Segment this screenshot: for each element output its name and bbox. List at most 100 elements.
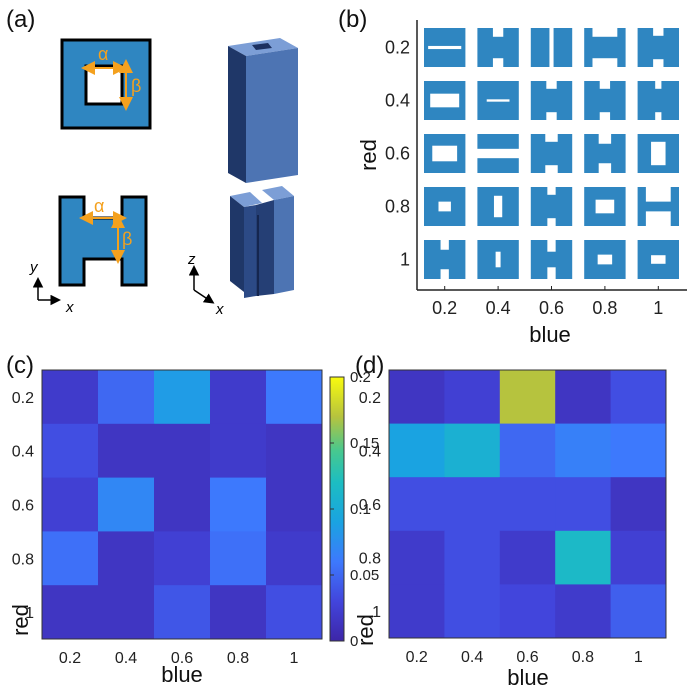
panel-c-ylabel: red bbox=[8, 604, 33, 636]
y-tick-label: 0.2 bbox=[12, 390, 34, 407]
heatmap-cell bbox=[444, 584, 501, 639]
heatmap-cell bbox=[98, 531, 155, 586]
x-tick-label: 0.8 bbox=[227, 650, 249, 667]
heatmap-cell bbox=[610, 423, 667, 478]
unit-cell-shape bbox=[530, 81, 573, 120]
unit-cell-shape bbox=[424, 28, 466, 67]
heatmap-cell bbox=[42, 531, 99, 586]
unit-cell-shape bbox=[530, 187, 573, 226]
heatmap-cell bbox=[266, 370, 323, 425]
heatmap-cell bbox=[499, 584, 556, 639]
heatmap-cell bbox=[444, 423, 501, 478]
y-tick-label: 1 bbox=[372, 604, 381, 621]
unit-cell-shape bbox=[477, 240, 519, 279]
unit-cell-shape bbox=[477, 187, 519, 226]
heatmap-cell bbox=[389, 584, 445, 639]
heatmap-cell bbox=[154, 423, 211, 479]
ring-unit-cell: α β bbox=[60, 38, 152, 130]
unit-cell-shape bbox=[584, 81, 626, 120]
panel-label-b: (b) bbox=[338, 6, 368, 33]
panel-c-xlabel: blue bbox=[161, 662, 203, 687]
unit-cell-shape bbox=[637, 240, 679, 279]
heatmap-cell bbox=[98, 477, 155, 532]
panel-b-xlabel: blue bbox=[529, 322, 571, 345]
heatmap-cell bbox=[499, 477, 556, 532]
heatmap-cell bbox=[210, 531, 267, 586]
unit-cell-shape bbox=[637, 187, 679, 226]
x-tick-label: 0.2 bbox=[432, 298, 457, 318]
heatmap-cell bbox=[444, 530, 501, 585]
unit-cell-shape bbox=[584, 134, 626, 173]
panel-d-xlabel: blue bbox=[507, 665, 549, 689]
unit-cell-shape bbox=[477, 28, 519, 67]
y-tick-label: 1 bbox=[400, 250, 410, 270]
panel-label-d: (d) bbox=[355, 352, 385, 379]
heatmap-cell bbox=[266, 585, 323, 640]
svg-text:x: x bbox=[215, 301, 224, 318]
y-tick-label: 0.8 bbox=[359, 551, 381, 568]
x-tick-label: 0.4 bbox=[486, 298, 511, 318]
y-tick-label: 0.6 bbox=[12, 498, 34, 515]
heatmap-cell bbox=[42, 477, 99, 532]
heatmap-cell bbox=[499, 370, 556, 425]
y-tick-label: 0.8 bbox=[385, 197, 410, 217]
heatmap-cell bbox=[499, 423, 556, 478]
unit-cell-shape bbox=[477, 134, 519, 173]
x-tick-label: 0.4 bbox=[461, 649, 483, 666]
alpha-label: α bbox=[98, 44, 108, 64]
heatmap-cell bbox=[555, 584, 612, 639]
unit-cell-shape bbox=[584, 28, 626, 67]
alpha-label-h: α bbox=[94, 196, 104, 216]
unit-cell-shape bbox=[530, 134, 573, 173]
y-tick-label: 0.4 bbox=[12, 444, 34, 461]
heatmap-cell bbox=[444, 477, 501, 532]
heatmap-cell bbox=[154, 477, 211, 532]
panel-d-heatmap: 0.2 0.4 0.6 0.8 1 0.2 0.4 0.6 0.8 1 blue red bbox=[353, 369, 667, 689]
x-tick-label: 0.8 bbox=[572, 649, 594, 666]
beta-label-h: β bbox=[122, 229, 132, 249]
x-tick-label: 1 bbox=[634, 649, 643, 666]
heatmap-cell bbox=[42, 370, 99, 425]
y-tick-label: 0.6 bbox=[359, 497, 381, 514]
heatmap-cell bbox=[154, 370, 211, 425]
y-tick-label: 0.4 bbox=[385, 91, 410, 111]
heatmap-cell bbox=[499, 530, 556, 585]
unit-cell-shape bbox=[637, 28, 679, 67]
heatmap-cell bbox=[444, 370, 501, 425]
heatmap-cell bbox=[610, 370, 667, 425]
heatmap-cell bbox=[266, 477, 323, 532]
panel-b-shape-grid: 0.2 0.4 0.6 0.8 1 0.2 0.4 0.6 0.8 1 blue red bbox=[356, 20, 687, 345]
unit-cell-grid bbox=[424, 28, 679, 279]
h-pillar-3d bbox=[230, 186, 294, 298]
y-tick-label: 0.8 bbox=[12, 551, 34, 568]
unit-cell-shape bbox=[424, 240, 466, 279]
unit-cell-shape bbox=[584, 240, 626, 279]
heatmap-cell bbox=[154, 585, 211, 640]
heatmap-cell bbox=[210, 477, 267, 532]
heatmap-cell bbox=[610, 530, 667, 585]
panel-label-a: (a) bbox=[6, 6, 36, 33]
colorbar-tick-label: 0 bbox=[350, 633, 358, 650]
unit-cell-shape bbox=[530, 28, 573, 67]
h-unit-cell: α β bbox=[58, 195, 148, 287]
heatmap-cell bbox=[210, 370, 267, 425]
x-tick-label: 1 bbox=[653, 298, 663, 318]
panel-c-heatmap: 0.2 0.4 0.6 0.8 1 0.2 0.4 0.6 0.8 1 blue red 0 0.0… bbox=[8, 369, 379, 687]
heatmap-cell bbox=[389, 530, 445, 585]
y-tick-label: 0.6 bbox=[385, 144, 410, 164]
x-tick-label: 0.6 bbox=[171, 650, 193, 667]
svg-text:y: y bbox=[29, 259, 39, 276]
unit-cell-shape bbox=[584, 187, 626, 226]
x-tick-label: 0.8 bbox=[592, 298, 617, 318]
unit-cell-shape bbox=[477, 81, 519, 120]
xy-axes-icon: y x bbox=[29, 259, 74, 316]
y-tick-label: 1 bbox=[25, 605, 34, 622]
heatmap-cell bbox=[98, 423, 155, 479]
colorbar-tick-label: 0.05 bbox=[350, 567, 379, 584]
heatmap-cell bbox=[610, 477, 667, 532]
heatmap-cell bbox=[389, 370, 445, 425]
heatmap-cell bbox=[266, 423, 323, 479]
unit-cell-shape bbox=[424, 134, 466, 173]
panel-d-ylabel: red bbox=[353, 614, 378, 646]
heatmap-cell bbox=[555, 370, 612, 425]
